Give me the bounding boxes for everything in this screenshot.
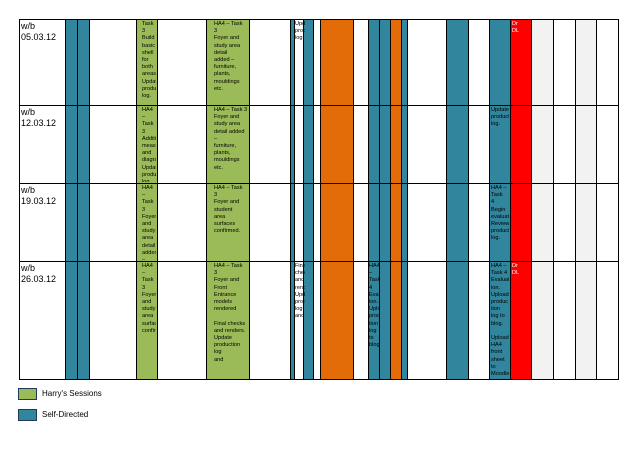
grid-vline bbox=[401, 19, 402, 380]
grid-vline bbox=[65, 19, 66, 380]
grid-vline bbox=[446, 19, 447, 380]
grid-vline bbox=[320, 19, 321, 380]
column-fill-16 bbox=[390, 19, 401, 379]
grid-hline bbox=[19, 19, 619, 20]
legend-swatch-self-directed bbox=[18, 409, 37, 421]
session-note: HA4 – Task 3 Foyer and Front Entrance mo… bbox=[214, 263, 246, 363]
grid-vline bbox=[77, 19, 78, 380]
grid-vline bbox=[489, 19, 490, 380]
grid-hline bbox=[19, 183, 619, 184]
grid-vline bbox=[89, 19, 90, 380]
column-fill-14 bbox=[368, 19, 379, 379]
grid-vline bbox=[368, 19, 369, 380]
grid-vline bbox=[206, 19, 207, 380]
column-fill-24 bbox=[553, 19, 575, 379]
session-note: Task 3 Build basic shell for both areas.… bbox=[142, 21, 156, 100]
legend-label-harrys-sessions: Harry's Sessions bbox=[42, 389, 102, 398]
session-note: Update production log. bbox=[491, 107, 509, 128]
column-fill-0 bbox=[19, 19, 65, 379]
grid-hline bbox=[19, 105, 619, 106]
column-fill-17 bbox=[401, 19, 407, 379]
column-fill-8 bbox=[290, 19, 294, 379]
column-fill-3 bbox=[89, 19, 136, 379]
column-fill-9 bbox=[294, 19, 303, 379]
session-note: HA4 – Task 4 Evaluat ion. Upload produc … bbox=[369, 263, 379, 349]
session-note: Final checks and renders. Update product… bbox=[295, 263, 305, 320]
column-fill-6 bbox=[206, 19, 249, 379]
grid-vline bbox=[379, 19, 380, 380]
grid-vline bbox=[353, 19, 354, 380]
session-note: HA4 – Task 3 Foyer and study area surfac… bbox=[142, 263, 156, 334]
grid-vline bbox=[596, 19, 597, 380]
legend-swatch-harrys-sessions bbox=[18, 388, 37, 400]
grid-vline bbox=[407, 19, 408, 380]
session-note: HA4 – Task 3 Foyer and study area detail… bbox=[214, 21, 243, 92]
week-label: w/b 12.03.12 bbox=[21, 107, 57, 128]
column-fill-26 bbox=[596, 19, 618, 379]
grid-vline bbox=[618, 19, 619, 380]
week-label: w/b 26.03.12 bbox=[21, 263, 57, 284]
grid-vline bbox=[390, 19, 391, 380]
column-fill-11 bbox=[313, 19, 320, 379]
session-note: Dr DL bbox=[512, 263, 520, 277]
grid-vline bbox=[19, 19, 20, 380]
session-note: HA4 – Task 4 Evaluat ion. Upload produc … bbox=[491, 263, 509, 378]
column-fill-20 bbox=[468, 19, 489, 379]
grid-vline bbox=[249, 19, 250, 380]
session-note: HA4 – Task 3 Foyer and student area surf… bbox=[214, 185, 243, 235]
legend-label-self-directed: Self-Directed bbox=[42, 410, 89, 419]
column-fill-18 bbox=[407, 19, 446, 379]
session-note: Update production log. bbox=[295, 21, 305, 42]
grid-vline bbox=[575, 19, 576, 380]
column-fill-4 bbox=[136, 19, 157, 379]
grid-vline bbox=[157, 19, 158, 380]
grid-vline bbox=[290, 19, 291, 380]
column-fill-19 bbox=[446, 19, 468, 379]
column-fill-1 bbox=[65, 19, 77, 379]
session-note: HA4 – Task 4 Begin evaluation. Review pr… bbox=[491, 185, 509, 242]
grid-vline bbox=[468, 19, 469, 380]
column-fill-12 bbox=[320, 19, 353, 379]
column-fill-7 bbox=[249, 19, 290, 379]
column-fill-23 bbox=[531, 19, 553, 379]
column-fill-15 bbox=[379, 19, 390, 379]
grid-vline bbox=[553, 19, 554, 380]
grid-vline bbox=[303, 19, 304, 380]
week-label: w/b 19.03.12 bbox=[21, 185, 57, 206]
session-note: HA4 – Task 3 Foyer and study area detail… bbox=[142, 185, 156, 260]
grid-vline bbox=[136, 19, 137, 380]
column-fill-25 bbox=[575, 19, 596, 379]
column-fill-2 bbox=[77, 19, 89, 379]
grid-vline bbox=[510, 19, 511, 380]
session-note: HA4 – Task 3 Additional measuring and di… bbox=[142, 107, 156, 182]
column-fill-10 bbox=[303, 19, 313, 379]
session-note: HA4 – Task 3 Foyer and study area detail… bbox=[214, 107, 248, 171]
grid-hline bbox=[19, 379, 619, 380]
session-note: Dr DL bbox=[512, 21, 520, 35]
week-label: w/b 05.03.12 bbox=[21, 21, 57, 42]
column-fill-13 bbox=[353, 19, 368, 379]
column-fill-22 bbox=[510, 19, 531, 379]
grid-vline bbox=[294, 19, 295, 380]
grid-vline bbox=[313, 19, 314, 380]
column-fill-21 bbox=[489, 19, 510, 379]
grid-vline bbox=[531, 19, 532, 380]
column-fill-5 bbox=[157, 19, 206, 379]
grid-hline bbox=[19, 261, 619, 262]
